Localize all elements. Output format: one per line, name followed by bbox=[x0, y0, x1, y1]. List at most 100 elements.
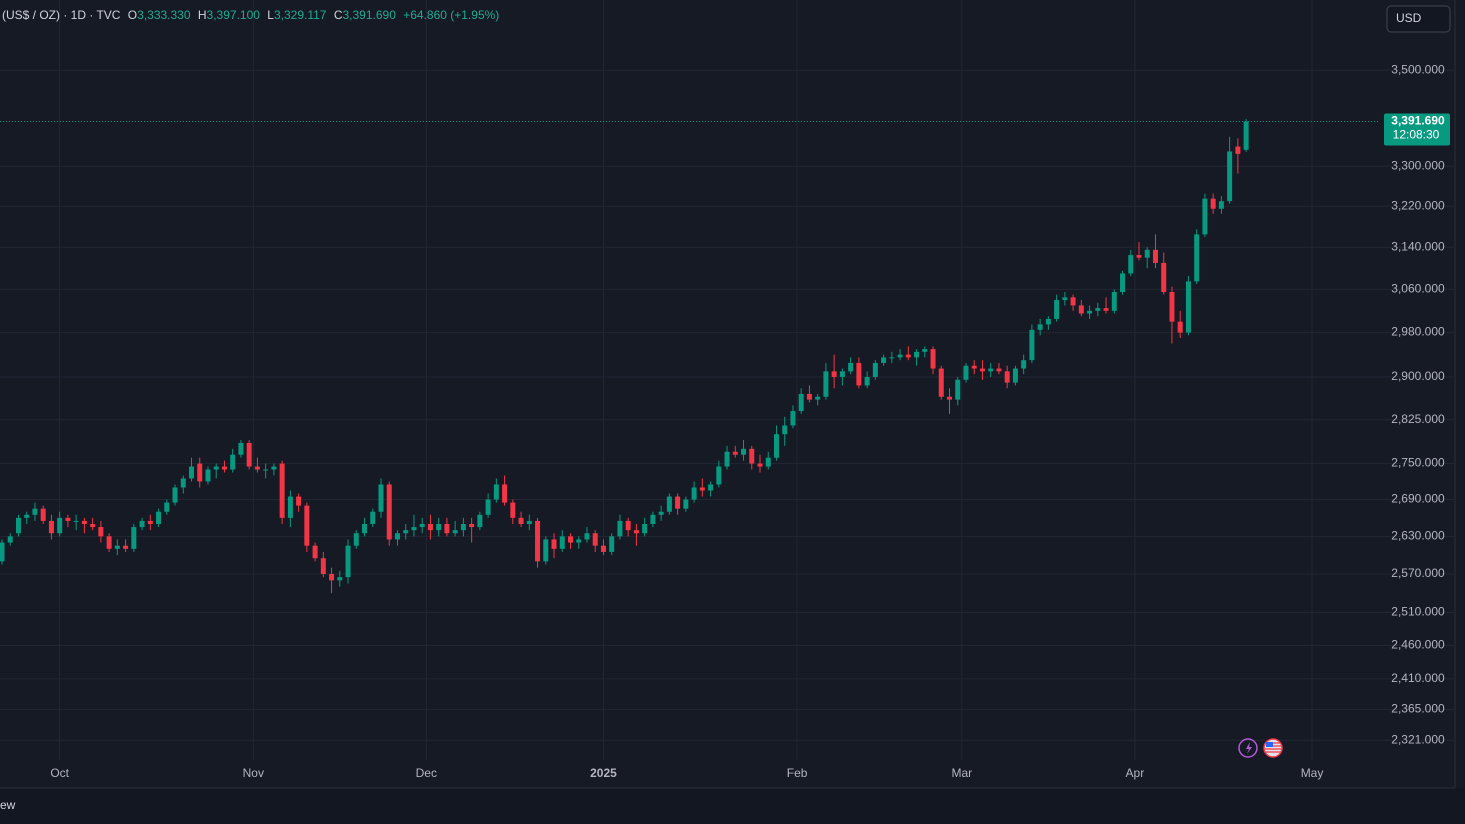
candle-body bbox=[609, 536, 615, 552]
currency[interactable]: USD bbox=[1396, 11, 1422, 25]
candle-body bbox=[650, 514, 656, 524]
y-tick-label: 2,690.000 bbox=[1391, 492, 1445, 506]
candle-body bbox=[675, 496, 681, 509]
candle-body bbox=[271, 466, 277, 470]
candle-body bbox=[1095, 308, 1101, 311]
candle-body bbox=[773, 434, 779, 458]
candle-body bbox=[312, 545, 318, 559]
high-label: H bbox=[198, 8, 207, 22]
event-icon-bolt bbox=[1246, 742, 1252, 754]
y-tick-label: 2,321.000 bbox=[1391, 732, 1445, 746]
y-tick-label: 3,060.000 bbox=[1391, 282, 1445, 296]
candle-body bbox=[741, 448, 747, 455]
y-tick-label: 2,750.000 bbox=[1391, 456, 1445, 470]
candle-body bbox=[1128, 255, 1134, 274]
candle-body bbox=[189, 466, 195, 479]
candle-body bbox=[716, 466, 722, 485]
candle-body bbox=[81, 520, 87, 524]
footer-text: ew bbox=[0, 798, 16, 812]
candle-body bbox=[329, 573, 335, 581]
candle-body bbox=[782, 425, 788, 435]
low-label: L bbox=[267, 8, 274, 22]
candle-body bbox=[24, 514, 30, 518]
candle-body bbox=[1070, 297, 1076, 306]
candle-body bbox=[1103, 308, 1109, 311]
candle-body bbox=[0, 542, 5, 562]
candle-body bbox=[337, 577, 343, 581]
candle-body bbox=[147, 520, 153, 524]
candle-body bbox=[823, 371, 829, 397]
candle-body bbox=[1169, 292, 1175, 322]
event-icon[interactable] bbox=[1238, 738, 1258, 758]
candle-body bbox=[304, 505, 310, 546]
candle-body bbox=[1004, 371, 1010, 383]
candle-body bbox=[914, 351, 920, 358]
candle-body bbox=[535, 520, 541, 562]
candle-body bbox=[1062, 297, 1068, 301]
candle-body bbox=[353, 533, 359, 546]
candle-body bbox=[988, 368, 994, 372]
y-tick-label: 3,140.000 bbox=[1391, 239, 1445, 253]
candle-body bbox=[427, 523, 433, 531]
candle-body bbox=[1054, 300, 1060, 319]
x-tick-label: Apr bbox=[1126, 766, 1145, 780]
candle-body bbox=[617, 520, 623, 537]
candle-body bbox=[1185, 281, 1191, 333]
candle-body bbox=[48, 520, 54, 534]
candle-body bbox=[73, 520, 79, 522]
candle-body bbox=[197, 463, 203, 482]
candle-body bbox=[172, 487, 178, 503]
candle-body bbox=[683, 499, 689, 509]
candle-body bbox=[691, 487, 697, 500]
candle-body bbox=[279, 463, 285, 518]
candle-body bbox=[436, 523, 442, 531]
candle-body bbox=[642, 523, 648, 534]
y-tick-label: 2,980.000 bbox=[1391, 325, 1445, 339]
candle-body bbox=[625, 520, 631, 531]
candle-body bbox=[584, 533, 590, 540]
candle-body bbox=[320, 558, 326, 574]
candle-body bbox=[287, 496, 293, 518]
candle-body bbox=[1227, 151, 1233, 202]
flag-canton bbox=[1266, 742, 1273, 747]
candle-body bbox=[551, 539, 557, 549]
y-tick-label: 2,825.000 bbox=[1391, 412, 1445, 426]
candle-body bbox=[123, 545, 129, 549]
x-tick-label: May bbox=[1301, 766, 1324, 780]
candle-body bbox=[526, 520, 532, 524]
x-tick-label: Dec bbox=[416, 766, 437, 780]
candle-body bbox=[205, 469, 211, 482]
candle-body bbox=[963, 365, 969, 380]
candle-body bbox=[1087, 310, 1093, 314]
candle-body bbox=[996, 368, 1002, 372]
candle-body bbox=[345, 545, 351, 578]
candle-body bbox=[765, 457, 771, 467]
candle-body bbox=[806, 393, 812, 400]
candle-body bbox=[394, 533, 400, 540]
currency-button[interactable] bbox=[1386, 5, 1451, 33]
bottom-bar bbox=[0, 788, 1465, 824]
candle-body bbox=[502, 484, 508, 503]
y-tick-label: 2,410.000 bbox=[1391, 671, 1445, 685]
y-tick-label: 2,570.000 bbox=[1391, 566, 1445, 580]
candle-body bbox=[378, 484, 384, 512]
y-tick-label: 3,300.000 bbox=[1391, 158, 1445, 172]
y-tick-label: 2,365.000 bbox=[1391, 702, 1445, 716]
country-icon[interactable] bbox=[1263, 738, 1283, 758]
candle-body bbox=[881, 357, 887, 363]
candle-body bbox=[600, 545, 606, 552]
close-label: C bbox=[334, 8, 343, 22]
y-tick-label: 2,630.000 bbox=[1391, 529, 1445, 543]
candle-body bbox=[1111, 292, 1117, 311]
candle-body bbox=[633, 530, 639, 534]
candle-body bbox=[592, 533, 598, 546]
candle-body bbox=[732, 451, 738, 455]
candle-body bbox=[362, 523, 368, 534]
candle-body bbox=[106, 536, 112, 549]
candle-body bbox=[40, 508, 46, 521]
candle-body bbox=[1120, 273, 1126, 293]
candle-body bbox=[979, 368, 985, 372]
y-tick-label: 2,510.000 bbox=[1391, 605, 1445, 619]
open-label: O bbox=[128, 8, 137, 22]
high-value: 3,397.100 bbox=[207, 8, 261, 22]
